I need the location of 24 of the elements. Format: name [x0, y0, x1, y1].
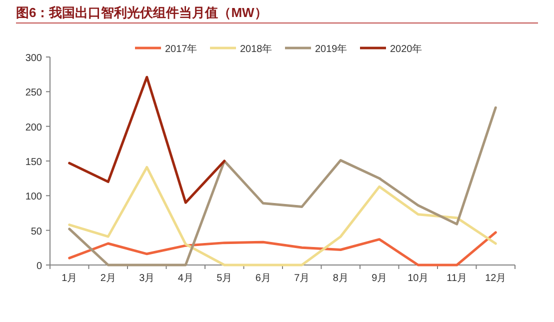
y-tick-label: 200	[25, 122, 42, 134]
y-tick-label: 150	[25, 157, 42, 168]
legend-label: 2020年	[390, 43, 422, 55]
x-tick-label: 9月	[372, 273, 388, 284]
chart-title: 图6：我国出口智利光伏组件当月值（MW）	[16, 5, 268, 20]
y-tick-label: 100	[25, 192, 42, 203]
x-tick-label: 4月	[178, 273, 194, 284]
y-tick-label: 300	[25, 53, 42, 64]
x-tick-label: 3月	[139, 273, 155, 284]
x-tick-label: 5月	[216, 273, 232, 284]
x-tick-label: 1月	[62, 273, 78, 284]
x-tick-label: 7月	[294, 273, 310, 284]
y-tick-label: 0	[36, 261, 42, 272]
x-tick-label: 2月	[100, 273, 116, 284]
x-tick-label: 6月	[255, 273, 271, 284]
y-tick-label: 50	[30, 226, 42, 238]
y-tick-label: 250	[25, 88, 42, 99]
x-tick-label: 8月	[332, 273, 348, 284]
x-tick-label: 12月	[485, 273, 506, 284]
x-tick-label: 11月	[446, 273, 468, 284]
legend-label: 2019年	[315, 43, 348, 55]
legend-label: 2018年	[240, 43, 272, 55]
x-tick-label: 10月	[408, 273, 429, 284]
legend-label: 2017年	[165, 43, 198, 55]
